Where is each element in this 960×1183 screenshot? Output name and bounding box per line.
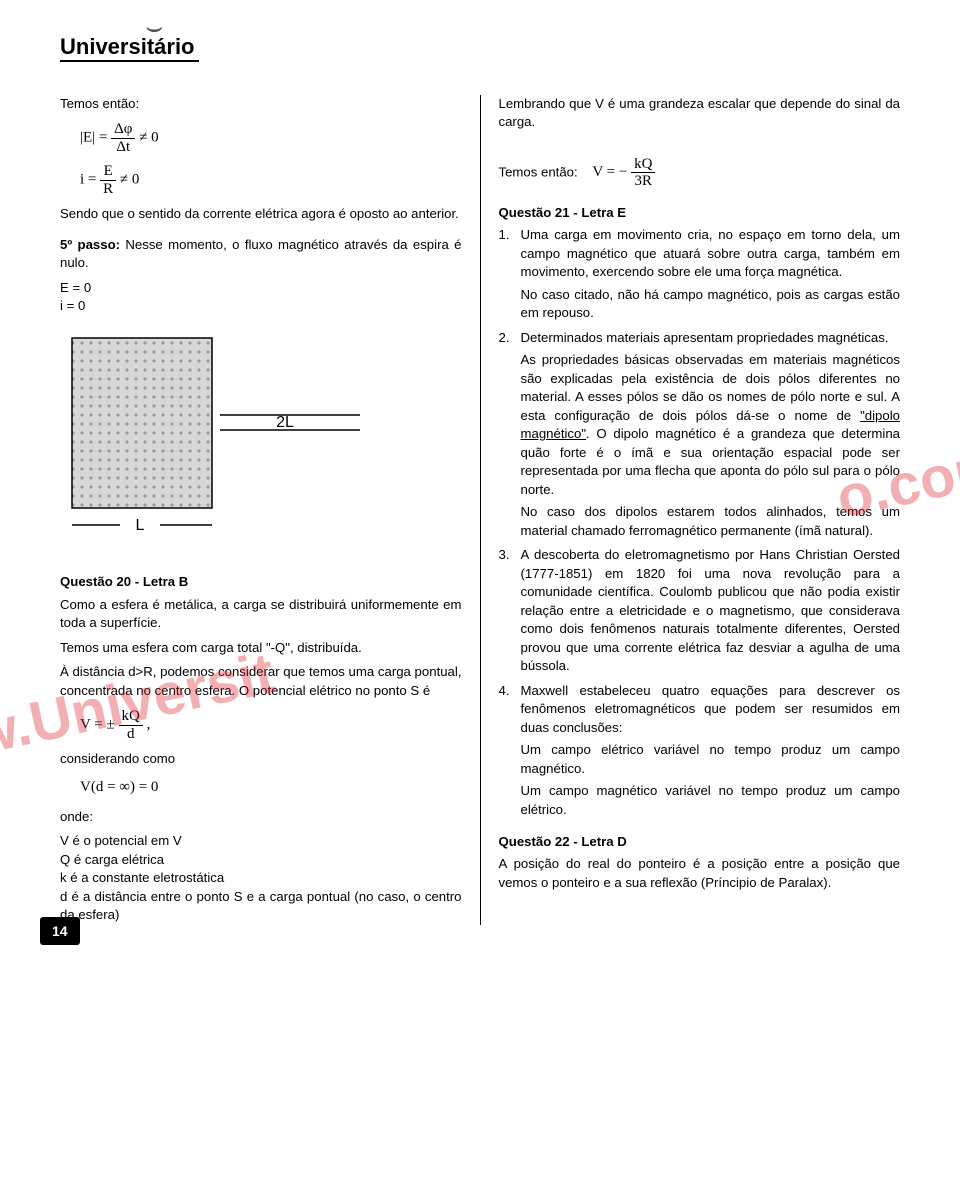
list-item: 4. Maxwell estabeleceu quatro equações p…: [499, 682, 901, 819]
eq-e: E = 0: [60, 279, 462, 297]
item-number: 2.: [499, 329, 521, 540]
formula-e-frac: Δφ Δt: [111, 121, 135, 155]
left-column: Temos então: |E| = Δφ Δt ≠ 0 i = E R ≠ 0…: [60, 95, 481, 925]
formula-i-frac: E R: [100, 163, 116, 197]
eq-i: i = 0: [60, 297, 462, 315]
q20-consid: considerando como: [60, 750, 462, 768]
passo5: 5º passo: Nesse momento, o fluxo magnéti…: [60, 236, 462, 273]
item2-p2: As propriedades básicas observadas em ma…: [521, 351, 901, 499]
q20-p3: À distância d>R, podemos considerar que …: [60, 663, 462, 700]
item-number: 1.: [499, 226, 521, 322]
formula-i: i = E R ≠ 0: [80, 163, 462, 197]
formula-e: |E| = Δφ Δt ≠ 0: [80, 121, 462, 155]
brand-mark: ⌣: [145, 20, 900, 34]
item4-p1: Maxwell estabeleceu quatro equações para…: [521, 683, 901, 735]
formula-e-den: Δt: [111, 139, 135, 156]
item-number: 4.: [499, 682, 521, 819]
formula-i-tail: ≠ 0: [120, 172, 139, 188]
q22-title: Questão 22 - Letra D: [499, 833, 901, 851]
item-text: Uma carga em movimento cria, no espaço e…: [521, 226, 901, 322]
v-formula-den: 3R: [631, 173, 655, 190]
page-header: ⌣ Universitário: [60, 20, 900, 70]
item1-p2: No caso citado, não há campo magnético, …: [521, 286, 901, 323]
formula-e-tail: ≠ 0: [139, 130, 158, 146]
diagram-espira: 2L L: [60, 330, 380, 540]
sentido-text: Sendo que o sentido da corrente elétrica…: [60, 205, 462, 223]
q20-l3: k é a constante eletrostática: [60, 869, 462, 887]
q20-formula2: V(d = ∞) = 0: [80, 777, 462, 798]
q21-title: Questão 21 - Letra E: [499, 204, 901, 222]
formula-i-num: E: [100, 163, 116, 181]
intro-text: Temos então:: [60, 95, 462, 113]
item4-p2: Um campo elétrico variável no tempo prod…: [521, 741, 901, 778]
temos-label: Temos então:: [499, 164, 578, 179]
brand-name: Universitário: [60, 34, 199, 62]
passo5-text: Nesse momento, o fluxo magnético através…: [60, 237, 462, 270]
item-text: Maxwell estabeleceu quatro equações para…: [521, 682, 901, 819]
q20-formula-tail: ,: [147, 717, 151, 733]
q20-p1: Como a esfera é metálica, a carga se dis…: [60, 596, 462, 633]
q20-l2: Q é carga elétrica: [60, 851, 462, 869]
item3-p1: A descoberta do eletromagnetismo por Han…: [521, 547, 901, 673]
passo5-label: 5º passo:: [60, 237, 120, 252]
page-number: 14: [40, 917, 80, 945]
temos-entao: Temos então: V = − kQ 3R: [499, 156, 901, 190]
q20-formula-den: d: [119, 726, 143, 743]
list-item: 3. A descoberta do eletromagnetismo por …: [499, 546, 901, 675]
q21-list: 1. Uma carga em movimento cria, no espaç…: [499, 226, 901, 819]
q20-formula-num: kQ: [119, 708, 143, 726]
v-formula-lhs: V = −: [592, 164, 627, 180]
q20-p2: Temos uma esfera com carga total "-Q", d…: [60, 639, 462, 657]
item-text: Determinados materiais apresentam propri…: [521, 329, 901, 540]
q20-l1: V é o potencial em V: [60, 832, 462, 850]
content-columns: Temos então: |E| = Δφ Δt ≠ 0 i = E R ≠ 0…: [60, 95, 900, 925]
item2-p2a: As propriedades básicas observadas em ma…: [521, 352, 901, 422]
lembrando-text: Lembrando que V é uma grandeza escalar q…: [499, 95, 901, 132]
diagram-label-l: L: [136, 517, 145, 534]
formula-e-num: Δφ: [111, 121, 135, 139]
q20-formula: V = ± kQ d ,: [80, 708, 462, 742]
item4-p3: Um campo magnético variável no tempo pro…: [521, 782, 901, 819]
v-formula: V = − kQ 3R: [592, 164, 655, 180]
item2-p1: Determinados materiais apresentam propri…: [521, 330, 889, 345]
item2-p3: No caso dos dipolos estarem todos alinha…: [521, 503, 901, 540]
item-text: A descoberta do eletromagnetismo por Han…: [521, 546, 901, 675]
q20-formula-lhs: V = ±: [80, 717, 115, 733]
v-formula-frac: kQ 3R: [631, 156, 655, 190]
q20-l4: d é a distância entre o ponto S e a carg…: [60, 888, 462, 925]
list-item: 1. Uma carga em movimento cria, no espaç…: [499, 226, 901, 322]
diagram-label-2l: 2L: [276, 414, 294, 431]
item1-p1: Uma carga em movimento cria, no espaço e…: [521, 227, 901, 279]
formula-i-lhs: i =: [80, 172, 96, 188]
formula-e-lhs: |E| =: [80, 130, 107, 146]
item-number: 3.: [499, 546, 521, 675]
list-item: 2. Determinados materiais apresentam pro…: [499, 329, 901, 540]
formula-i-den: R: [100, 181, 116, 198]
right-column: Lembrando que V é uma grandeza escalar q…: [481, 95, 901, 925]
q20-title: Questão 20 - Letra B: [60, 573, 462, 591]
q22-text: A posição do real do ponteiro é a posiçã…: [499, 855, 901, 892]
v-formula-num: kQ: [631, 156, 655, 174]
q20-formula-frac: kQ d: [119, 708, 143, 742]
q20-onde: onde:: [60, 808, 462, 826]
